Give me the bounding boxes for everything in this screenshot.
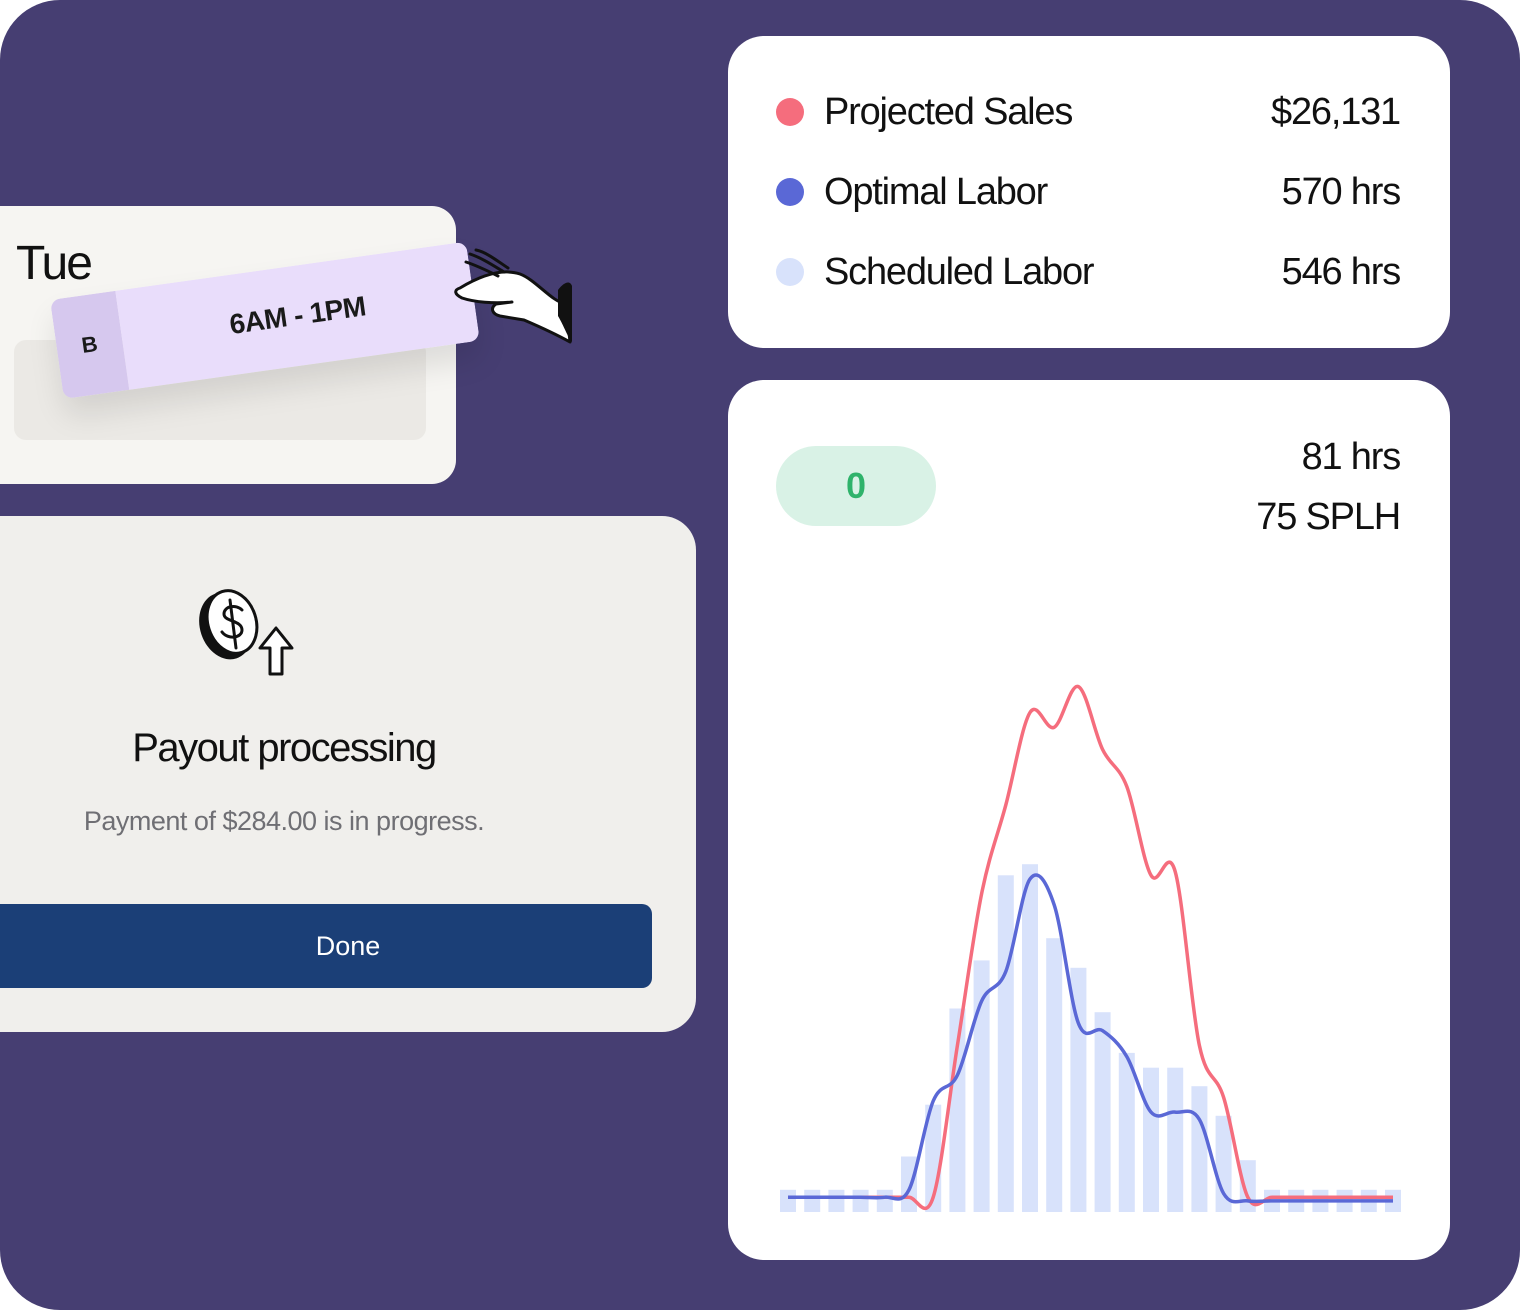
grabbing-hand-icon: [454, 248, 572, 344]
scheduled-labor-bar: [1191, 1086, 1208, 1212]
scheduled-labor-bar: [901, 1156, 917, 1212]
legend-row-scheduled-labor: Scheduled Labor 546 hrs: [776, 242, 1402, 302]
legend-value: 570 hrs: [1281, 170, 1402, 213]
legend-label: Projected Sales: [824, 90, 1073, 133]
optimal-labor-line: [788, 873, 1393, 1204]
scheduled-labor-bar: [1046, 938, 1063, 1212]
scheduled-labor-bar: [804, 1189, 821, 1212]
labor-chart-card: 0 81 hrs 75 SPLH: [728, 380, 1450, 1260]
legend-label: Optimal Labor: [824, 170, 1048, 213]
scheduled-labor-bar: [1143, 1067, 1159, 1212]
scheduled-labor-bar: [1022, 864, 1038, 1212]
scheduled-labor-bar: [780, 1189, 796, 1212]
scheduled-labor-bar: [1167, 1067, 1184, 1212]
scheduled-labor-bar: [852, 1189, 869, 1212]
scheduled-labor-bar: [876, 1189, 893, 1212]
day-label: Tue: [16, 237, 93, 290]
status-badge: 0: [776, 446, 936, 526]
legend-row-projected-sales: Projected Sales $26,131: [776, 82, 1401, 142]
legend-value: $26,131: [1271, 90, 1401, 133]
projected-sales-dot-icon: [776, 98, 804, 126]
projected-sales-line: [788, 684, 1393, 1211]
scheduled-labor-bar: [1215, 1115, 1232, 1212]
payout-dialog: Payout processing Payment of $284.00 is …: [0, 516, 696, 1032]
scheduled-labor-dot-icon: [776, 258, 804, 286]
done-button[interactable]: Done: [0, 904, 652, 988]
legend-row-optimal-labor: Optimal Labor 570 hrs: [776, 162, 1402, 222]
scheduled-labor-bar: [1239, 1160, 1256, 1212]
labor-chart: [780, 684, 1401, 1212]
scheduled-labor-bar: [973, 960, 990, 1212]
optimal-labor-dot-icon: [776, 178, 804, 206]
dollar-coin-upload-icon: [199, 589, 294, 676]
scheduled-labor-bar: [1094, 1012, 1111, 1212]
scheduled-labor-bar: [997, 875, 1014, 1212]
hours-metric: 81 hrs: [1301, 436, 1402, 478]
scheduled-labor-bar: [1118, 1052, 1135, 1212]
scheduled-labor-bar: [828, 1189, 845, 1212]
legend-label: Scheduled Labor: [824, 250, 1095, 293]
legend-value: 546 hrs: [1281, 250, 1402, 293]
labor-legend-card: Projected Sales $26,131 Optimal Labor 57…: [728, 36, 1450, 348]
payout-message: Payment of $284.00 is in progress.: [83, 806, 485, 836]
splh-metric: 75 SPLH: [1256, 496, 1401, 538]
payout-title: Payout processing: [132, 726, 437, 770]
